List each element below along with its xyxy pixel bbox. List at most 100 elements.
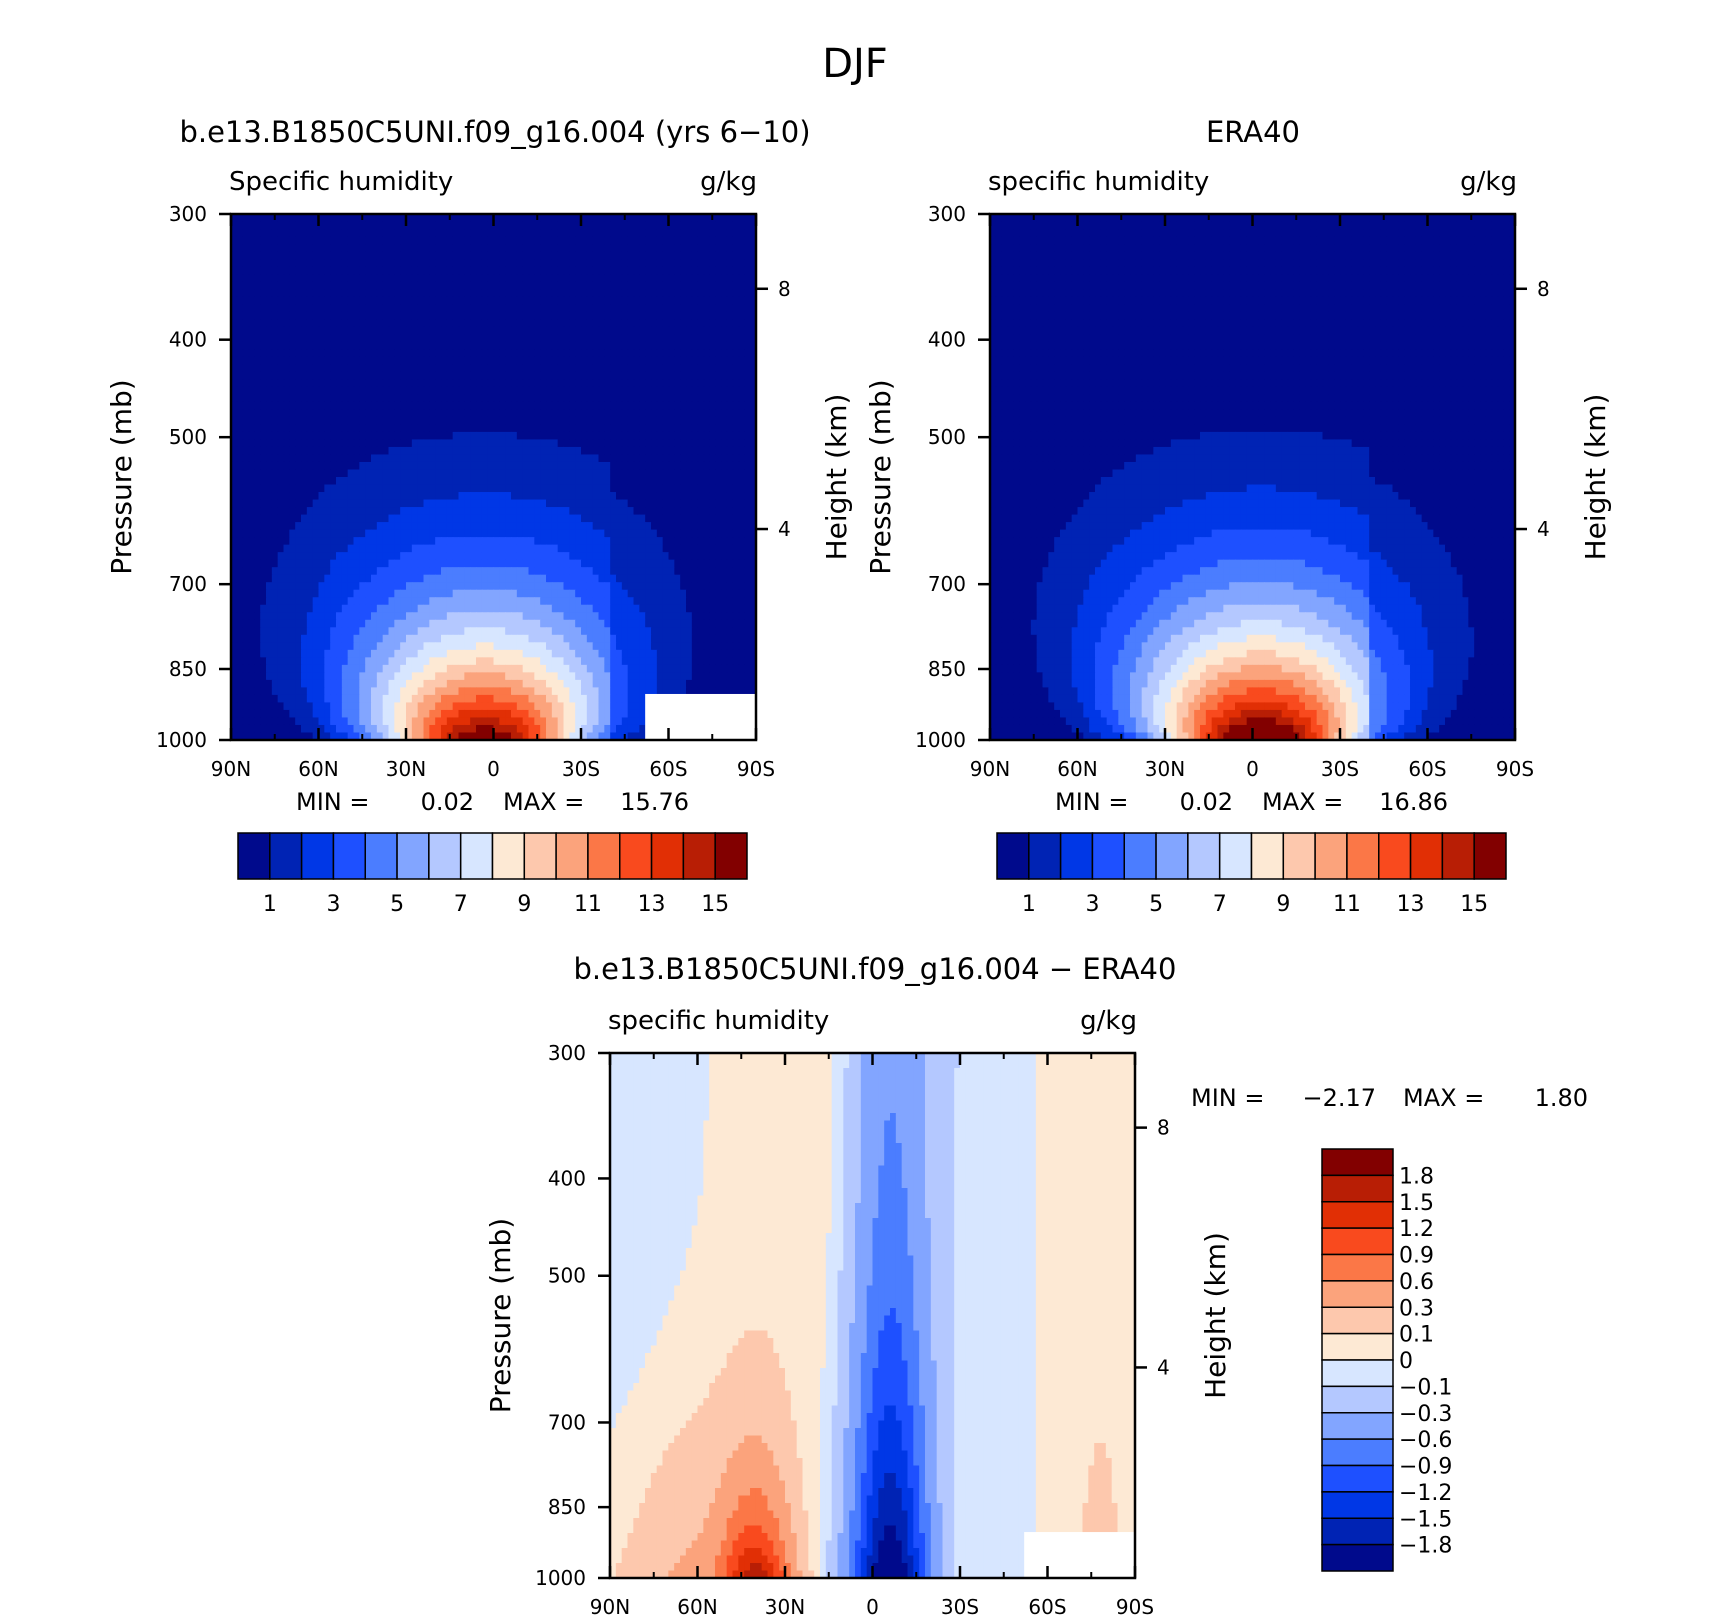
field-cell xyxy=(371,619,378,628)
field-cell xyxy=(330,499,337,508)
field-cell xyxy=(627,574,635,583)
field-cell xyxy=(639,281,646,290)
field-cell xyxy=(394,251,401,260)
field-cell xyxy=(680,484,687,493)
field-cell xyxy=(452,214,460,223)
field-cell xyxy=(353,274,360,283)
field-cell xyxy=(411,379,419,388)
field-cell xyxy=(592,589,600,598)
field-cell xyxy=(639,364,646,373)
field-cell xyxy=(738,386,745,395)
field-cell xyxy=(522,469,530,478)
field-cell xyxy=(458,311,465,320)
field-cell xyxy=(470,604,477,613)
field-cell xyxy=(429,394,436,403)
field-cell xyxy=(709,589,716,598)
field-cell xyxy=(376,401,384,410)
field-cell xyxy=(616,619,623,628)
field-cell xyxy=(347,439,355,448)
field-cell xyxy=(283,604,290,613)
field-cell xyxy=(721,477,728,486)
field-cell xyxy=(347,514,355,523)
field-cell xyxy=(406,431,413,441)
field-cell xyxy=(627,507,635,516)
field-cell xyxy=(336,514,343,523)
field-cell xyxy=(598,514,605,523)
field-cell xyxy=(551,244,559,253)
field-cell xyxy=(563,334,570,343)
field-cell xyxy=(645,221,652,230)
field-cell xyxy=(446,612,454,621)
field-cell xyxy=(715,229,722,238)
field-cell xyxy=(575,251,582,260)
field-cell xyxy=(324,514,331,523)
field-cell xyxy=(277,514,285,523)
field-cell xyxy=(470,597,477,606)
field-cell xyxy=(411,507,419,516)
field-cell xyxy=(242,619,250,628)
field-cell xyxy=(674,214,681,223)
field-cell xyxy=(633,229,640,238)
field-cell xyxy=(411,274,419,283)
field-cell xyxy=(260,619,267,628)
field-cell xyxy=(522,499,530,508)
field-cell xyxy=(586,341,594,350)
field-cell xyxy=(476,522,483,531)
field-cell xyxy=(476,582,483,591)
field-cell xyxy=(417,469,425,478)
field-cell xyxy=(551,349,559,358)
field-cell xyxy=(452,619,460,628)
field-cell xyxy=(347,567,355,576)
field-cell xyxy=(301,266,308,275)
field-cell xyxy=(540,289,547,298)
field-cell xyxy=(575,259,582,268)
field-cell xyxy=(528,251,535,260)
field-cell xyxy=(499,582,506,591)
field-cell xyxy=(744,529,751,538)
field-cell xyxy=(621,289,629,298)
field-cell xyxy=(260,311,267,320)
field-cell xyxy=(446,341,454,350)
field-cell xyxy=(429,559,436,568)
field-cell xyxy=(353,401,360,410)
field-cell xyxy=(534,326,541,335)
field-cell xyxy=(598,431,605,441)
field-cell xyxy=(295,446,302,456)
field-cell xyxy=(604,214,611,223)
field-cell xyxy=(738,356,745,365)
field-cell xyxy=(406,477,413,486)
field-cell xyxy=(686,356,693,365)
field-cell xyxy=(674,251,681,260)
field-cell xyxy=(668,394,675,403)
field-cell xyxy=(452,326,460,335)
field-cell xyxy=(283,379,290,388)
field-cell xyxy=(563,311,570,320)
field-cell xyxy=(540,529,547,538)
field-cell xyxy=(598,552,605,561)
field-cell xyxy=(353,522,360,531)
field-cell xyxy=(359,461,366,471)
field-cell xyxy=(557,394,565,403)
field-cell xyxy=(487,492,495,501)
field-cell xyxy=(645,401,652,410)
field-cell xyxy=(575,281,582,290)
field-cell xyxy=(481,477,489,486)
field-cell xyxy=(417,477,425,486)
field-cell xyxy=(656,319,664,328)
field-cell xyxy=(330,266,337,275)
field-cell xyxy=(662,484,670,493)
field-cell xyxy=(341,492,349,501)
field-cell xyxy=(633,552,640,561)
field-cell xyxy=(616,259,623,268)
field-cell xyxy=(668,446,675,456)
field-cell xyxy=(435,349,442,358)
field-cell xyxy=(481,589,489,598)
field-cell xyxy=(376,537,384,546)
field-cell xyxy=(546,296,553,305)
field-cell xyxy=(347,296,355,305)
field-cell xyxy=(324,582,331,591)
field-cell xyxy=(534,522,541,531)
field-cell xyxy=(441,627,448,636)
field-cell xyxy=(715,619,722,628)
field-cell xyxy=(691,492,699,501)
